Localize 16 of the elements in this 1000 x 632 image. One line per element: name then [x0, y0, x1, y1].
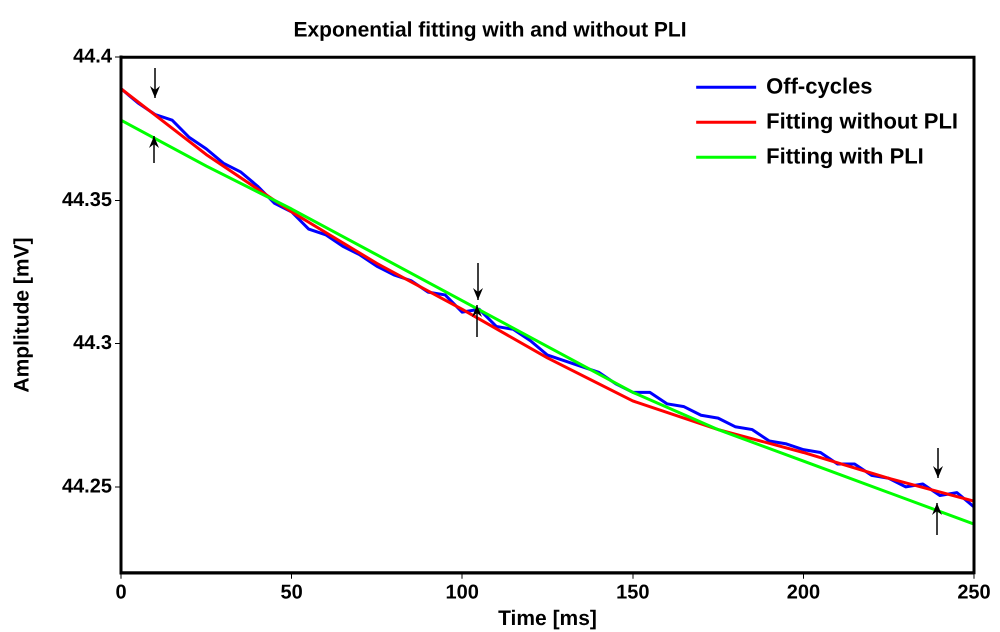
legend-label: Off-cycles	[766, 73, 873, 98]
y-axis-title: Amplitude [mV]	[10, 237, 34, 393]
legend-label: Fitting with PLI	[766, 143, 924, 168]
x-axis-title: Time [ms]	[498, 607, 597, 630]
x-tick-label: 200	[786, 581, 820, 604]
x-tick-label: 0	[115, 581, 127, 604]
y-tick-label: 44.4	[73, 46, 113, 68]
legend-label: Fitting without PLI	[766, 108, 958, 134]
x-tick-label: 100	[446, 581, 479, 604]
chart-title: Exponential fitting with and without PLI	[293, 18, 687, 42]
x-tick-label: 50	[280, 581, 303, 604]
x-tick-label: 250	[957, 581, 991, 604]
y-tick-label: 44.35	[62, 188, 112, 211]
x-tick-label: 150	[616, 581, 650, 604]
y-tick-label: 44.25	[62, 475, 112, 498]
y-tick-label: 44.3	[73, 332, 112, 354]
